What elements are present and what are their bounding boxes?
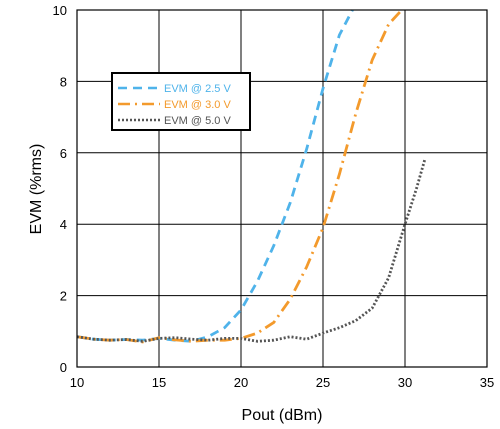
y-tick-label: 2 xyxy=(60,289,67,304)
x-tick-label: 35 xyxy=(480,375,494,390)
plot-frame xyxy=(76,9,488,368)
series-line-2 xyxy=(76,9,403,344)
series-line-3 xyxy=(76,159,427,343)
x-tick-label: 25 xyxy=(316,375,330,390)
plot-area xyxy=(77,10,487,367)
y-tick-labels: 0 2 4 6 8 10 xyxy=(53,3,67,375)
y-tick-label: 6 xyxy=(60,146,67,161)
x-tick-label: 10 xyxy=(70,375,84,390)
x-tick-label: 30 xyxy=(398,375,412,390)
y-tick-label: 4 xyxy=(60,217,67,232)
y-tick-label: 10 xyxy=(53,3,67,18)
y-axis-label: EVM (%rms) xyxy=(28,144,45,235)
legend-label-5-0v: EVM @ 5.0 V xyxy=(164,115,231,127)
legend-label-2-5v: EVM @ 2.5 V xyxy=(164,83,231,95)
y-tick-label: 8 xyxy=(60,74,67,89)
legend-label-3-0v: EVM @ 3.0 V xyxy=(164,99,231,111)
x-tick-labels: 10 15 20 25 30 35 xyxy=(70,375,494,390)
series-line-1 xyxy=(76,9,354,343)
x-tick-label: 15 xyxy=(152,375,166,390)
x-tick-label: 20 xyxy=(234,375,248,390)
series-lines xyxy=(76,9,427,344)
x-axis-label: Pout (dBm) xyxy=(242,407,323,424)
legend: EVM @ 2.5 V EVM @ 3.0 V EVM @ 5.0 V xyxy=(111,72,251,131)
y-tick-label: 0 xyxy=(60,360,67,375)
